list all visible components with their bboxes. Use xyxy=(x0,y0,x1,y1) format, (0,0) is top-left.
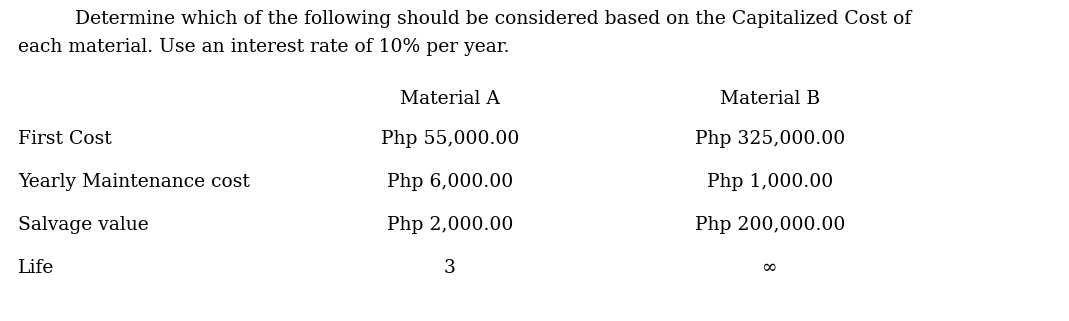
Text: Determine which of the following should be considered based on the Capitalized C: Determine which of the following should … xyxy=(75,10,911,28)
Text: Php 6,000.00: Php 6,000.00 xyxy=(387,173,513,191)
Text: ∞: ∞ xyxy=(762,259,778,277)
Text: 3: 3 xyxy=(444,259,456,277)
Text: each material. Use an interest rate of 10% per year.: each material. Use an interest rate of 1… xyxy=(18,38,510,56)
Text: Yearly Maintenance cost: Yearly Maintenance cost xyxy=(18,173,250,191)
Text: First Cost: First Cost xyxy=(18,130,112,148)
Text: Life: Life xyxy=(18,259,55,277)
Text: Material A: Material A xyxy=(400,90,500,108)
Text: Material B: Material B xyxy=(719,90,820,108)
Text: Php 200,000.00: Php 200,000.00 xyxy=(695,216,846,234)
Text: Php 55,000.00: Php 55,000.00 xyxy=(381,130,520,148)
Text: Salvage value: Salvage value xyxy=(18,216,149,234)
Text: Php 2,000.00: Php 2,000.00 xyxy=(387,216,513,234)
Text: Php 325,000.00: Php 325,000.00 xyxy=(695,130,846,148)
Text: Php 1,000.00: Php 1,000.00 xyxy=(707,173,833,191)
